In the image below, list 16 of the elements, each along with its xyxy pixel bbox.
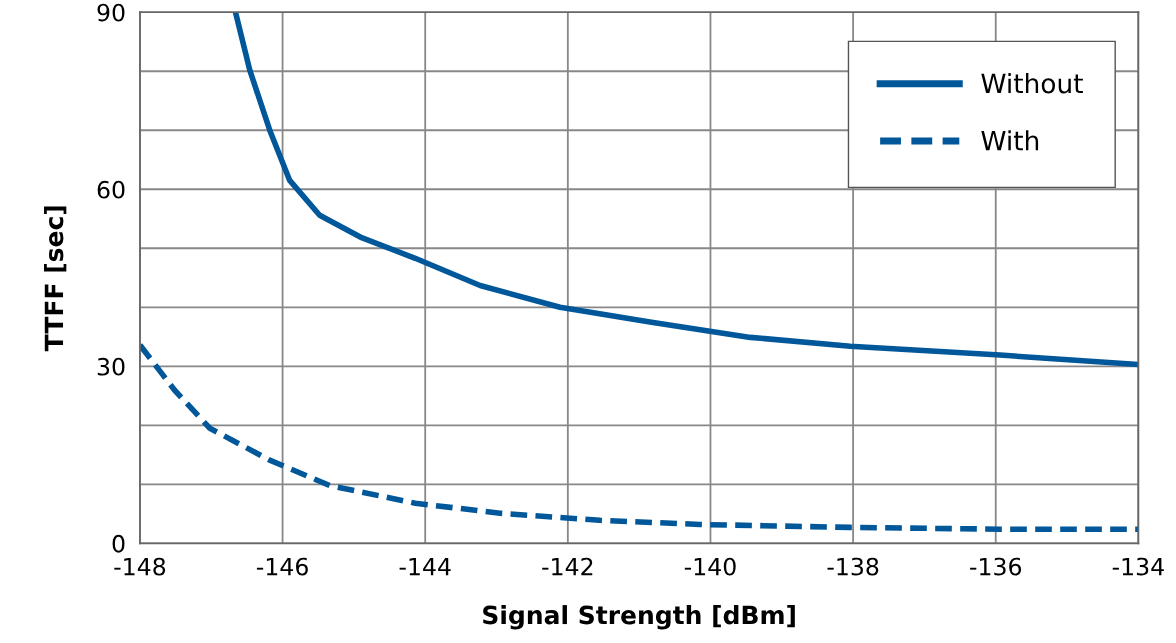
x-tick-label: -134 xyxy=(1112,557,1164,576)
y-tick-label: 0 xyxy=(112,534,125,553)
legend-label: With xyxy=(981,130,1039,151)
y-axis-title: TTFF [sec] xyxy=(44,206,67,352)
x-tick-label: -148 xyxy=(114,557,166,576)
legend-label: Without xyxy=(981,73,1083,94)
x-tick-label: -140 xyxy=(684,557,736,576)
y-tick-label: 90 xyxy=(97,3,125,22)
x-tick-label: -136 xyxy=(970,557,1022,576)
x-tick-label: -142 xyxy=(542,557,593,576)
x-tick-label: -144 xyxy=(399,557,451,576)
x-axis-title: Signal Strength [dBm] xyxy=(483,605,795,630)
x-tick-label: -146 xyxy=(256,557,308,576)
y-tick-label: 60 xyxy=(97,180,125,199)
x-tick-label: -138 xyxy=(827,557,879,576)
y-tick-label: 30 xyxy=(97,357,125,376)
